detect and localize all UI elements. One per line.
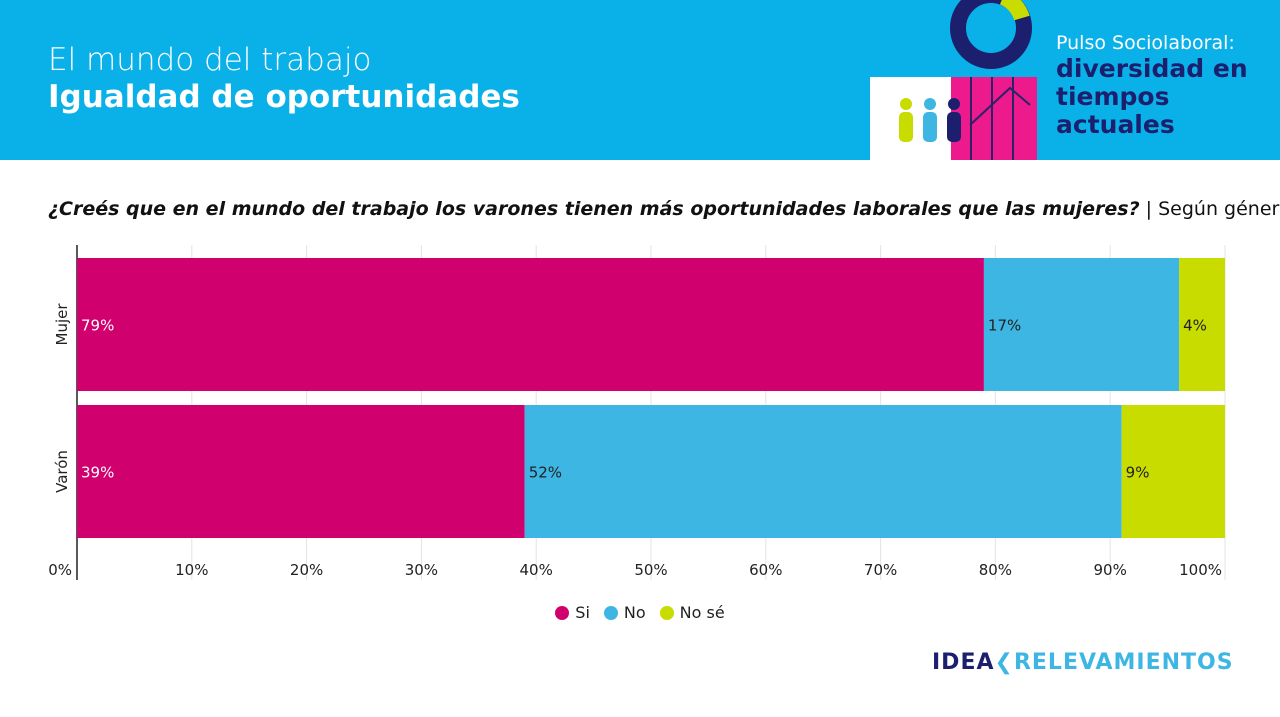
data-label: 79%	[81, 317, 114, 335]
legend-item: No	[603, 603, 646, 622]
x-tick-label: 30%	[405, 561, 438, 579]
pulso-illustration-icon	[870, 0, 1037, 160]
data-label: 52%	[529, 464, 562, 482]
data-label: 39%	[81, 464, 114, 482]
data-label: 4%	[1183, 317, 1207, 335]
brand-kicker: Pulso Sociolaboral:	[1056, 32, 1235, 54]
x-tick-label: 10%	[175, 561, 208, 579]
x-tick-label: 70%	[864, 561, 897, 579]
legend-swatch	[555, 605, 570, 620]
bar-mujer-1	[983, 258, 1180, 391]
bar-varón-0	[77, 405, 525, 538]
brand-title: diversidad en tiempos actuales	[1056, 54, 1248, 139]
x-tick-label: 100%	[1179, 561, 1222, 579]
bar-varón-1	[524, 405, 1122, 538]
header: El mundo del trabajo Igualdad de oportun…	[0, 0, 1280, 160]
legend-label: Si	[575, 603, 590, 622]
x-tick-label: 60%	[749, 561, 782, 579]
legend: Si No No sé	[0, 603, 1280, 622]
chart-question: ¿Creés que en el mundo del trabajo los v…	[48, 198, 1280, 220]
legend-item: No sé	[659, 603, 725, 622]
x-tick-label: 20%	[290, 561, 323, 579]
page-subtitle: Igualdad de oportunidades	[48, 79, 520, 115]
bar-varón-2	[1121, 405, 1225, 538]
data-label: 9%	[1126, 464, 1150, 482]
page-title: El mundo del trabajo	[48, 42, 372, 78]
legend-item: Si	[555, 603, 590, 622]
category-label: Varón	[53, 450, 71, 493]
category-label: Mujer	[53, 303, 71, 346]
idea-relevamientos-logo: IDEA❮RELEVAMIENTOS	[932, 650, 1234, 675]
legend-swatch	[603, 605, 618, 620]
stacked-bar-chart: 0% 10% 20% 30% 40% 50% 60% 70% 80% 90% 100% 79% 17% 4…	[48, 245, 1226, 580]
legend-swatch	[659, 605, 674, 620]
x-tick-label: 80%	[979, 561, 1012, 579]
data-label: 17%	[988, 317, 1021, 335]
x-tick-label: 50%	[634, 561, 667, 579]
x-tick-label: 40%	[520, 561, 553, 579]
x-tick-label: 90%	[1094, 561, 1127, 579]
bar-mujer-2	[1179, 258, 1225, 391]
legend-label: No	[623, 603, 646, 622]
bar-mujer-0	[77, 258, 984, 391]
question-suffix: | Según género	[1139, 198, 1280, 220]
question-text: ¿Creés que en el mundo del trabajo los v…	[48, 198, 1140, 220]
legend-label: No sé	[679, 603, 725, 622]
x-tick-label: 0%	[48, 561, 72, 579]
